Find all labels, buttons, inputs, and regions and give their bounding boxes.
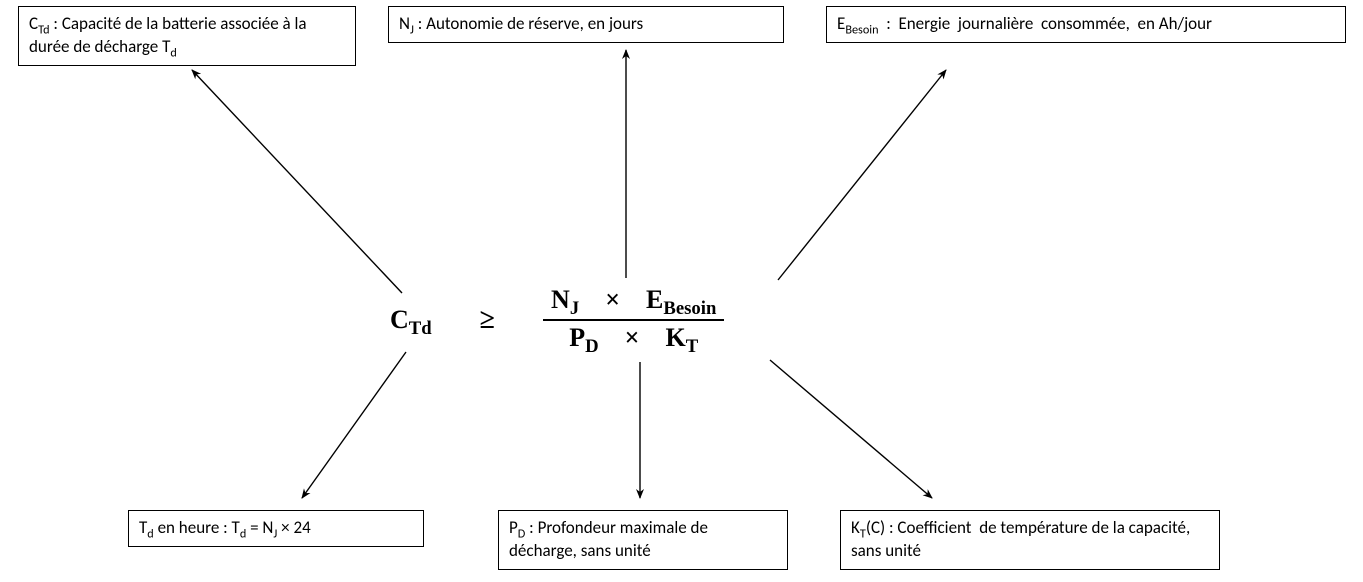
box-ctd: CTd : Capacité de la batterie associée à… [18, 6, 356, 66]
den-pd: PD [569, 323, 598, 353]
box-td: Td en heure : Td = NJ × 24 [128, 510, 424, 547]
fraction-bar [543, 319, 724, 321]
arrow-kt [770, 360, 932, 498]
formula-denominator: PD × KT [561, 323, 706, 355]
formula-lhs: CTd [390, 305, 432, 335]
box-nj: NJ : Autonomie de réserve, en jours [388, 6, 784, 43]
box-kt-text: KT(C) : Coefficient de température de la… [851, 517, 1190, 561]
num-nj: NJ [551, 285, 579, 315]
den-kt: KT [665, 323, 698, 353]
formula-numerator: NJ × EBesoin [543, 285, 724, 317]
box-pd-text: PD : Profondeur maximale de décharge, sa… [509, 517, 708, 561]
arrow-td [302, 352, 406, 498]
formula: CTd ≥ NJ × EBesoin PD × KT [370, 280, 910, 360]
den-times: × [625, 323, 640, 353]
box-td-text: Td en heure : Td = NJ × 24 [139, 517, 311, 538]
formula-operator: ≥ [480, 304, 495, 336]
box-ebesoin: EBesoin : Energie journalière consommée,… [826, 6, 1346, 43]
num-times: × [605, 285, 620, 315]
arrow-ebesoin [778, 70, 946, 280]
box-nj-text: NJ : Autonomie de réserve, en jours [399, 13, 643, 34]
arrow-ctd [192, 70, 402, 293]
box-ebesoin-text: EBesoin : Energie journalière consommée,… [837, 13, 1335, 36]
box-pd: PD : Profondeur maximale de décharge, sa… [498, 510, 788, 570]
box-kt: KT(C) : Coefficient de température de la… [840, 510, 1220, 570]
box-ctd-text: CTd : Capacité de la batterie associée à… [29, 13, 345, 59]
num-ebesoin: EBesoin [646, 285, 716, 315]
formula-fraction: NJ × EBesoin PD × KT [543, 285, 724, 355]
